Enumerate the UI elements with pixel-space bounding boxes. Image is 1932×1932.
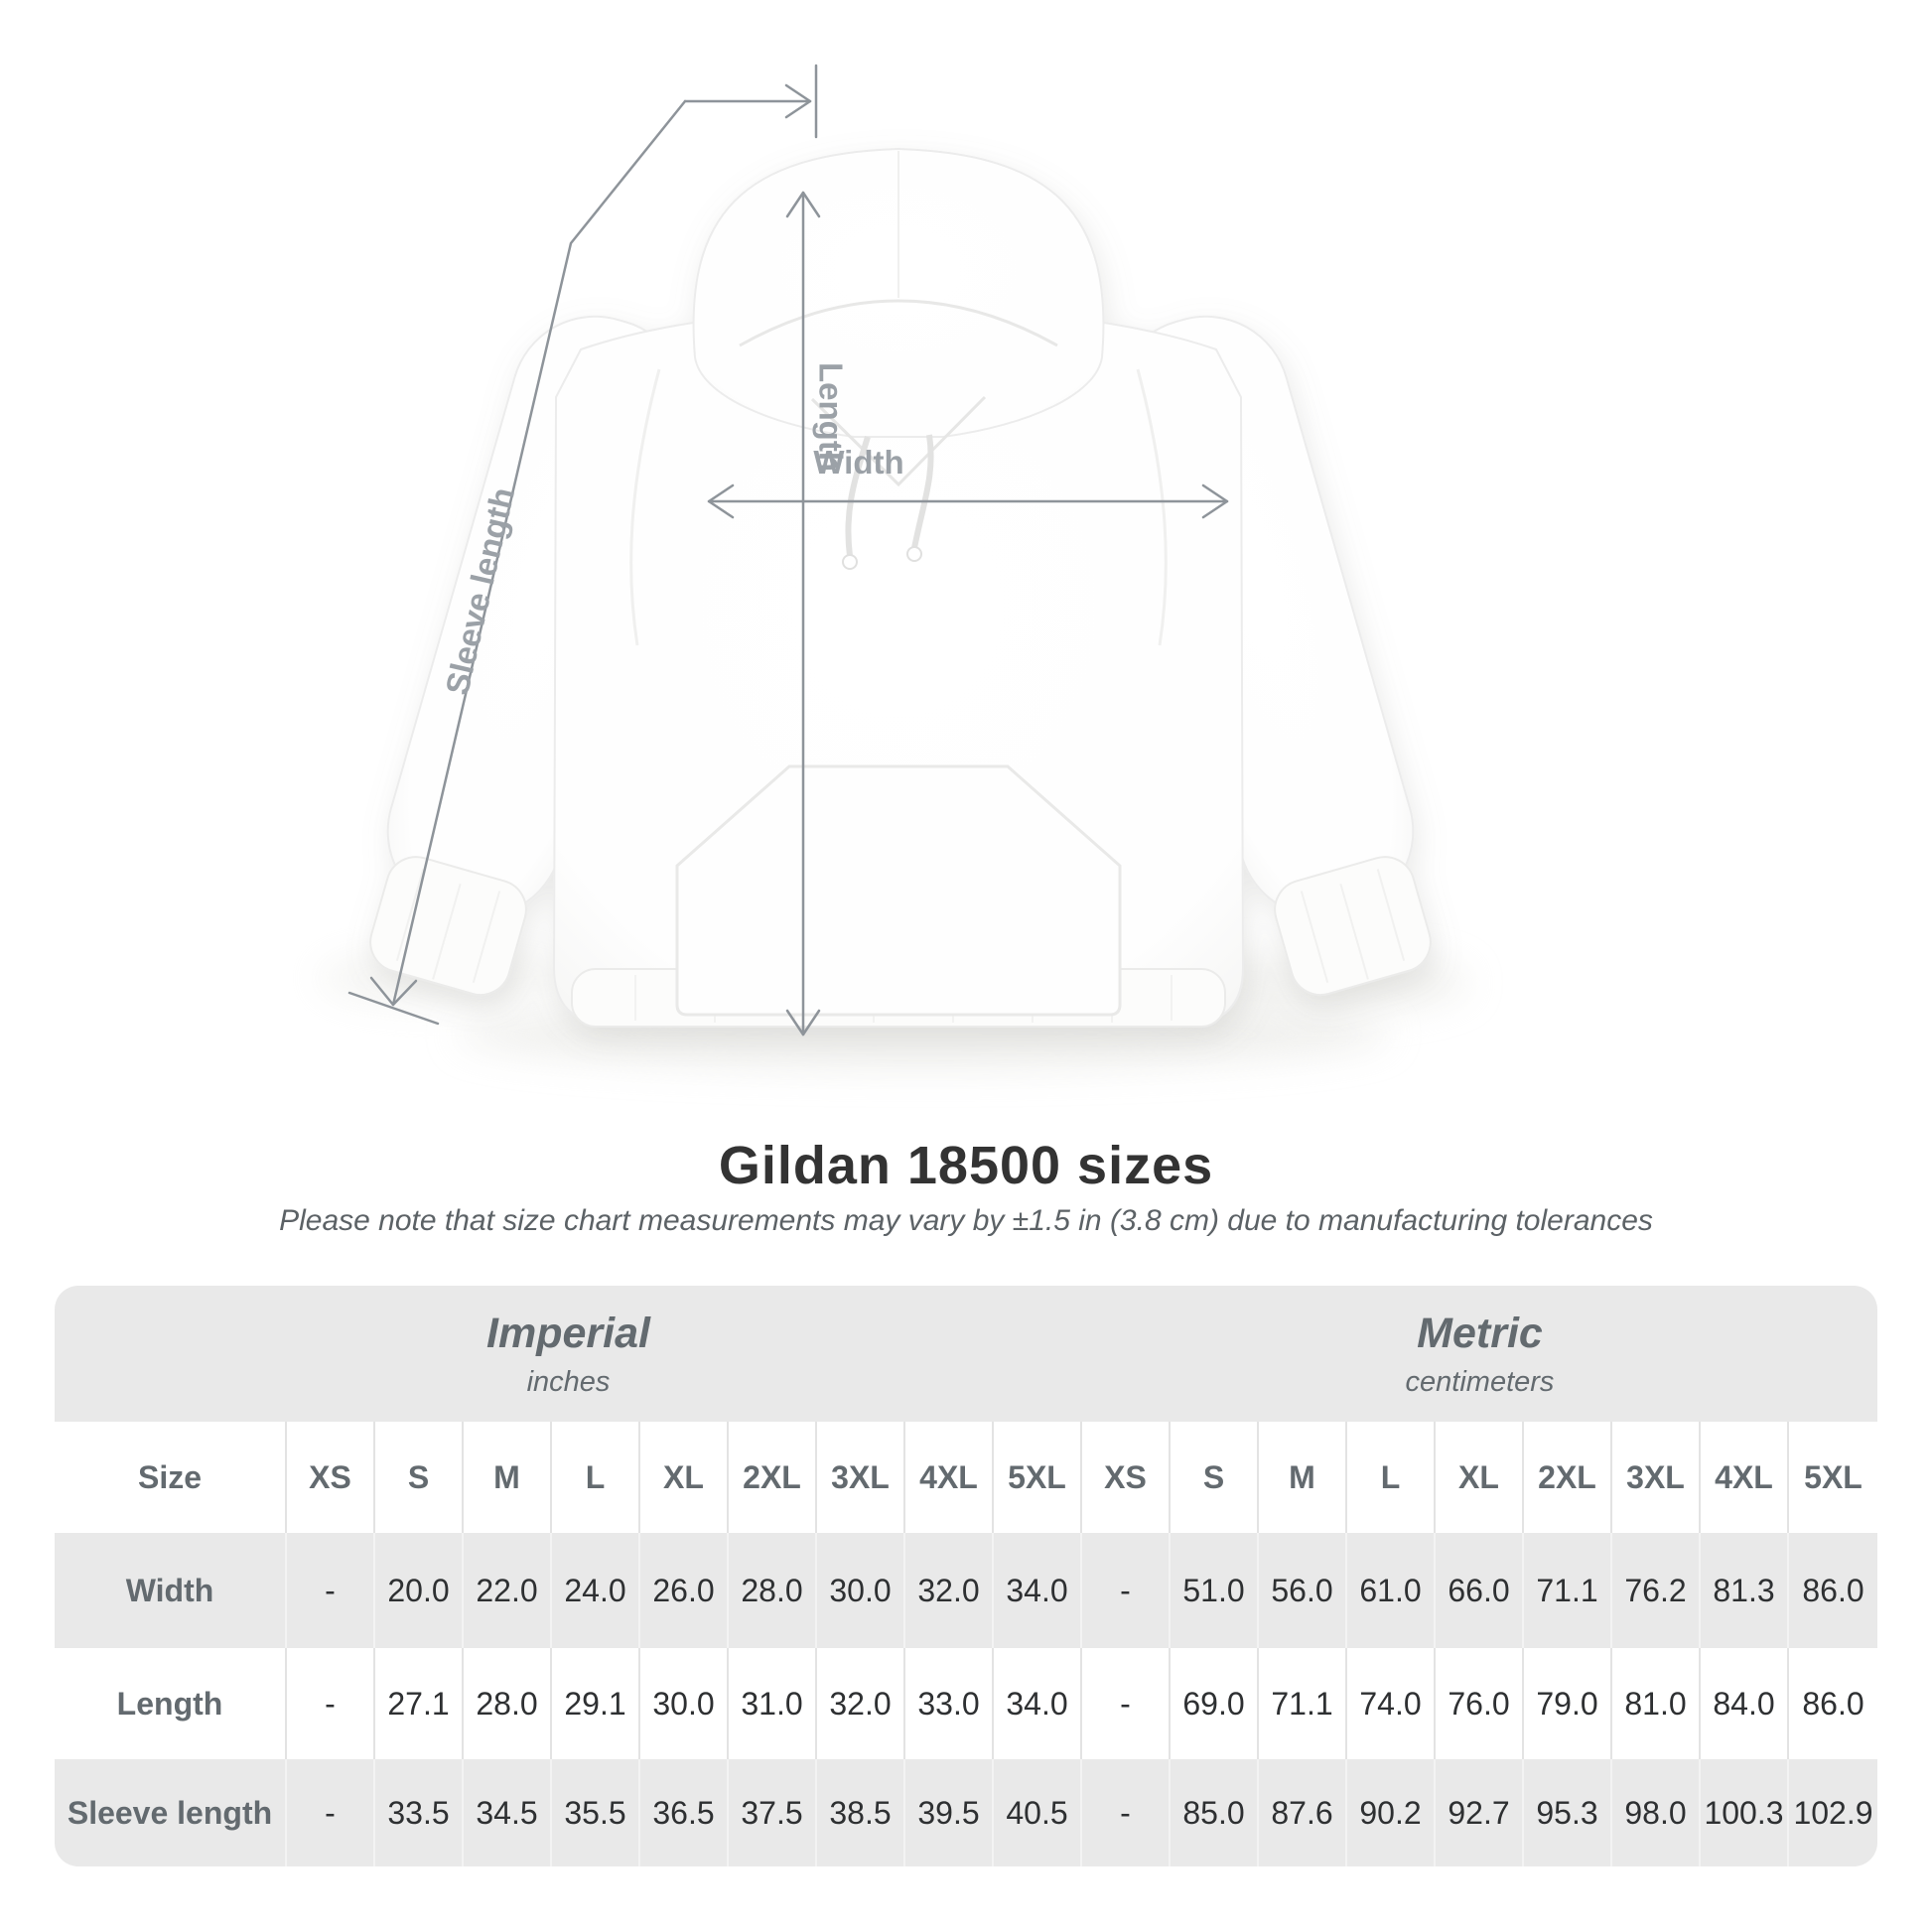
measurement-cell: 76.0 [1436, 1648, 1524, 1759]
measurement-cell: 28.0 [464, 1648, 552, 1759]
sleeve-length-arrow [347, 64, 818, 1026]
row-label: Length [55, 1648, 287, 1759]
measurement-cell: 79.0 [1524, 1648, 1612, 1759]
tolerance-note: Please note that size chart measurements… [279, 1204, 1653, 1237]
metric-group-name: Metric [1417, 1309, 1543, 1357]
measurement-cell: 31.0 [729, 1648, 817, 1759]
measurement-cell: 35.5 [552, 1759, 640, 1866]
measurement-cell: 86.0 [1789, 1648, 1877, 1759]
measurement-cell: 36.5 [640, 1759, 729, 1866]
measurement-cell: 92.7 [1436, 1759, 1524, 1866]
size-col-header-metric-xs: XS [1082, 1422, 1171, 1533]
measurement-cell: - [287, 1759, 375, 1866]
measurement-cell: - [287, 1648, 375, 1759]
size-chart-table: Imperial inches Metric centimeters Size X… [55, 1286, 1877, 1866]
measurement-cell: 34.5 [464, 1759, 552, 1866]
measurement-cell: 102.9 [1789, 1759, 1877, 1866]
measurement-cell: 37.5 [729, 1759, 817, 1866]
length-measure-label: Length [812, 362, 849, 472]
measurement-cell: 32.0 [817, 1648, 905, 1759]
measurement-cell: 87.6 [1259, 1759, 1347, 1866]
row-label: Sleeve length [55, 1759, 287, 1866]
measurement-cell: 39.5 [905, 1759, 994, 1866]
size-col-header-imperial-4xl: 4XL [905, 1422, 994, 1533]
hoodie-measurement-figure: Width Length Sleeve length [318, 64, 1469, 1068]
measurement-cell: 76.2 [1612, 1533, 1701, 1648]
measurement-cell: 33.5 [375, 1759, 464, 1866]
measurement-cell: 69.0 [1171, 1648, 1259, 1759]
imperial-group-name: Imperial [486, 1309, 650, 1357]
metric-group-unit: centimeters [1405, 1365, 1555, 1398]
measurement-cell: 71.1 [1259, 1648, 1347, 1759]
measurement-cell: 24.0 [552, 1533, 640, 1648]
measurement-cell: 51.0 [1171, 1533, 1259, 1648]
measurement-cell: 85.0 [1171, 1759, 1259, 1866]
measurement-annotations [347, 64, 1229, 1036]
measurement-cell: 32.0 [905, 1533, 994, 1648]
measurement-cell: 26.0 [640, 1533, 729, 1648]
measurement-cell: 28.0 [729, 1533, 817, 1648]
measurement-cell: 100.3 [1701, 1759, 1789, 1866]
measurement-cell: 22.0 [464, 1533, 552, 1648]
page-title: Gildan 18500 sizes [718, 1136, 1214, 1195]
measurement-cell: 33.0 [905, 1648, 994, 1759]
measurement-cell: 34.0 [994, 1533, 1082, 1648]
size-col-header-metric-s: S [1171, 1422, 1259, 1533]
size-col-header-metric-4xl: 4XL [1701, 1422, 1789, 1533]
size-col-header-imperial-xl: XL [640, 1422, 729, 1533]
size-col-header-imperial-l: L [552, 1422, 640, 1533]
measurement-cell: - [287, 1533, 375, 1648]
measurement-cell: 90.2 [1347, 1759, 1436, 1866]
imperial-group-unit: inches [526, 1365, 611, 1398]
measurement-cell: 81.3 [1701, 1533, 1789, 1648]
size-col-header-metric-l: L [1347, 1422, 1436, 1533]
measurement-cell: 40.5 [994, 1759, 1082, 1866]
measurement-cell: 95.3 [1524, 1759, 1612, 1866]
measurement-cell: 30.0 [817, 1533, 905, 1648]
size-col-header-metric-5xl: 5XL [1789, 1422, 1877, 1533]
measurement-cell: 74.0 [1347, 1648, 1436, 1759]
size-col-header-imperial-3xl: 3XL [817, 1422, 905, 1533]
size-col-header-imperial-m: M [464, 1422, 552, 1533]
measurement-cell: 38.5 [817, 1759, 905, 1866]
measurement-cell: 20.0 [375, 1533, 464, 1648]
measurement-cell: 34.0 [994, 1648, 1082, 1759]
measurement-cell: 30.0 [640, 1648, 729, 1759]
measurement-cell: 27.1 [375, 1648, 464, 1759]
measurement-cell: - [1082, 1533, 1171, 1648]
size-col-header-imperial-5xl: 5XL [994, 1422, 1082, 1533]
measurement-cell: 56.0 [1259, 1533, 1347, 1648]
width-arrow [707, 483, 1229, 519]
size-col-header-imperial-s: S [375, 1422, 464, 1533]
measurement-cell: - [1082, 1759, 1171, 1866]
measurement-cell: 81.0 [1612, 1648, 1701, 1759]
measurement-cell: 29.1 [552, 1648, 640, 1759]
size-col-header-metric-m: M [1259, 1422, 1347, 1533]
measurement-cell: 71.1 [1524, 1533, 1612, 1648]
measurement-cell: 86.0 [1789, 1533, 1877, 1648]
hoodie-illustration [369, 147, 1432, 1028]
row-label: Width [55, 1533, 287, 1648]
measurement-cell: - [1082, 1648, 1171, 1759]
imperial-group-header: Imperial inches [55, 1286, 1082, 1422]
metric-group-header: Metric centimeters [1082, 1286, 1877, 1422]
measurement-cell: 98.0 [1612, 1759, 1701, 1866]
measurement-cell: 84.0 [1701, 1648, 1789, 1759]
measurement-cell: 61.0 [1347, 1533, 1436, 1648]
size-col-header-metric-2xl: 2XL [1524, 1422, 1612, 1533]
measurement-cell: 66.0 [1436, 1533, 1524, 1648]
size-col-header-metric-3xl: 3XL [1612, 1422, 1701, 1533]
size-col-header-imperial-xs: XS [287, 1422, 375, 1533]
size-col-header-imperial-2xl: 2XL [729, 1422, 817, 1533]
length-arrow [785, 191, 821, 1036]
width-measure-label: Width [813, 444, 903, 481]
size-corner-header: Size [55, 1422, 287, 1533]
size-col-header-metric-xl: XL [1436, 1422, 1524, 1533]
